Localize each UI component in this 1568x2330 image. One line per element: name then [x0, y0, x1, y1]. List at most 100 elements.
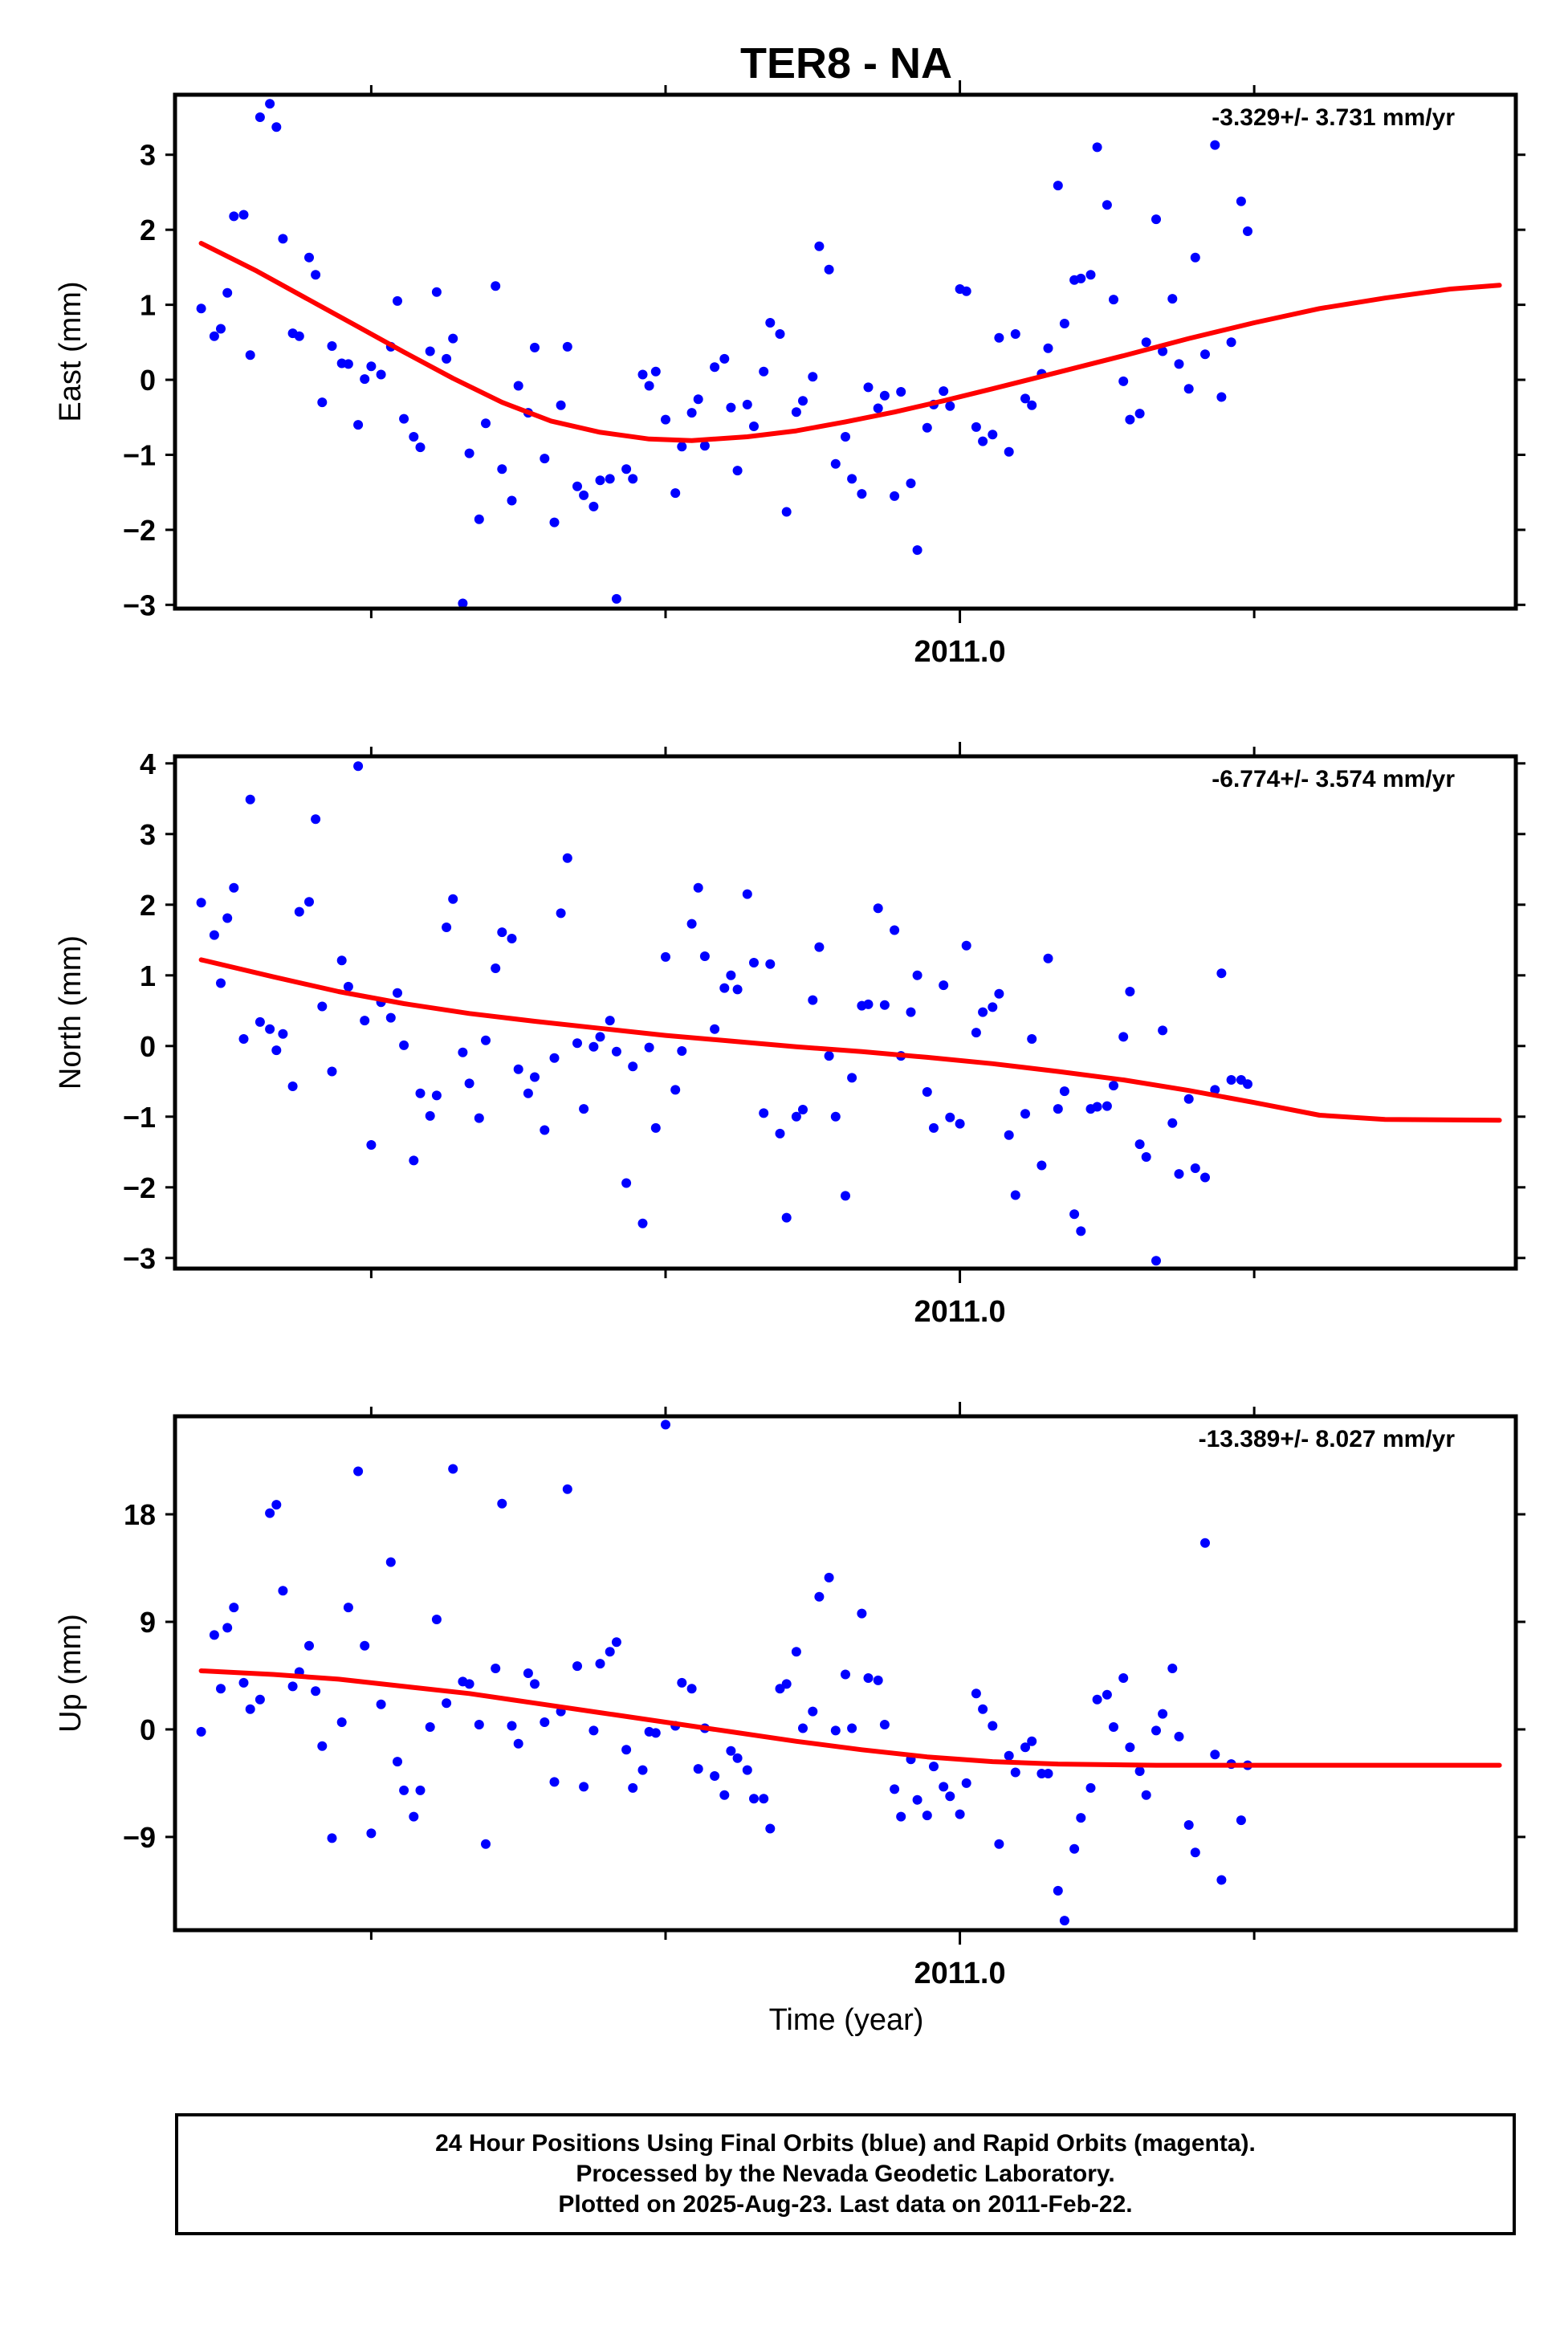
data-point — [1085, 270, 1096, 280]
data-point — [628, 1782, 638, 1793]
data-point — [1053, 1885, 1063, 1896]
footer-line-2: Processed by the Nevada Geodetic Laborat… — [576, 2161, 1115, 2187]
data-point — [879, 390, 890, 401]
data-point — [988, 1721, 998, 1731]
data-point — [245, 1704, 255, 1714]
data-point — [415, 442, 426, 453]
y-tick-label: −2 — [123, 1171, 156, 1204]
data-point — [497, 464, 507, 475]
data-point — [644, 1042, 654, 1053]
data-point — [621, 464, 632, 475]
data-point — [474, 514, 484, 524]
y-axis-label: North (mm) — [54, 935, 88, 1090]
data-point — [710, 1771, 720, 1781]
data-point — [955, 1809, 965, 1819]
data-point — [699, 951, 710, 961]
data-point — [497, 927, 507, 938]
data-point — [896, 387, 906, 397]
data-point — [661, 414, 670, 425]
data-point — [579, 1782, 589, 1792]
data-point — [1020, 393, 1030, 404]
data-point — [238, 1677, 249, 1688]
data-point — [1158, 1025, 1168, 1036]
data-point — [209, 331, 219, 341]
data-point — [732, 1753, 743, 1763]
data-point — [814, 1591, 825, 1602]
data-point — [425, 1110, 435, 1121]
data-point — [1102, 200, 1112, 210]
data-point — [693, 1764, 703, 1774]
data-point — [376, 369, 386, 380]
data-point — [650, 1728, 661, 1738]
data-point — [491, 1664, 501, 1673]
data-point — [556, 908, 566, 919]
data-point — [336, 1717, 347, 1727]
data-point — [245, 794, 255, 805]
data-point — [726, 970, 736, 980]
data-point — [216, 978, 226, 988]
data-point — [677, 1046, 687, 1056]
data-point — [945, 401, 955, 411]
data-point — [1183, 1820, 1194, 1830]
fit-curve — [198, 241, 1502, 443]
data-point — [1167, 294, 1178, 304]
data-point — [906, 1007, 916, 1017]
data-point — [1190, 252, 1200, 263]
data-point — [595, 475, 605, 486]
data-point — [343, 1603, 353, 1613]
data-point — [1109, 1081, 1118, 1091]
data-point — [765, 1823, 776, 1834]
data-point — [311, 814, 321, 825]
x-tick-label: 2011.0 — [914, 635, 1005, 669]
data-point — [863, 999, 874, 1009]
fit-curve — [198, 1668, 1502, 1768]
data-point — [399, 1040, 409, 1050]
y-axis-label: Up (mm) — [54, 1614, 88, 1733]
data-point — [912, 1794, 922, 1805]
data-point — [294, 906, 304, 917]
data-point — [781, 1679, 792, 1689]
data-point — [343, 981, 353, 992]
data-point — [507, 934, 517, 943]
data-point — [775, 329, 785, 339]
data-point — [196, 303, 206, 314]
data-point — [1053, 1104, 1063, 1114]
data-point — [857, 1608, 867, 1619]
data-point — [841, 432, 850, 442]
data-point — [1190, 1847, 1200, 1858]
data-point — [759, 1108, 769, 1118]
data-point — [245, 350, 255, 360]
data-point — [271, 122, 282, 132]
data-point — [863, 382, 874, 393]
data-point — [896, 1811, 906, 1822]
data-point — [311, 1686, 321, 1697]
data-point — [1109, 1722, 1118, 1732]
data-point — [890, 925, 900, 935]
data-point — [765, 318, 776, 328]
data-point — [287, 1681, 298, 1692]
data-point — [994, 332, 1004, 343]
data-point — [929, 1762, 939, 1772]
data-point — [670, 1085, 681, 1095]
data-point — [873, 403, 883, 413]
data-point — [971, 422, 981, 432]
data-point — [255, 112, 265, 122]
data-point — [366, 1140, 377, 1150]
data-point — [1102, 1689, 1112, 1700]
footer-box: 24 Hour Positions Using Final Orbits (bl… — [175, 2113, 1516, 2235]
data-point — [1158, 1709, 1168, 1719]
plot-frame — [173, 1414, 1518, 1933]
data-point — [317, 397, 328, 408]
data-point — [216, 324, 226, 334]
data-point — [366, 1828, 377, 1839]
data-point — [1010, 1767, 1020, 1778]
data-point — [1043, 343, 1053, 353]
data-point — [589, 501, 599, 511]
data-point — [222, 287, 233, 298]
data-point — [353, 420, 364, 430]
data-point — [824, 1572, 834, 1583]
data-point — [523, 1668, 533, 1678]
up-panel: −9 0 9 18 2011.0 Up (mm) -13.389+/- 8.027 mm/y… — [54, 1402, 1525, 1990]
data-point — [1236, 1815, 1246, 1826]
data-point — [549, 517, 560, 528]
